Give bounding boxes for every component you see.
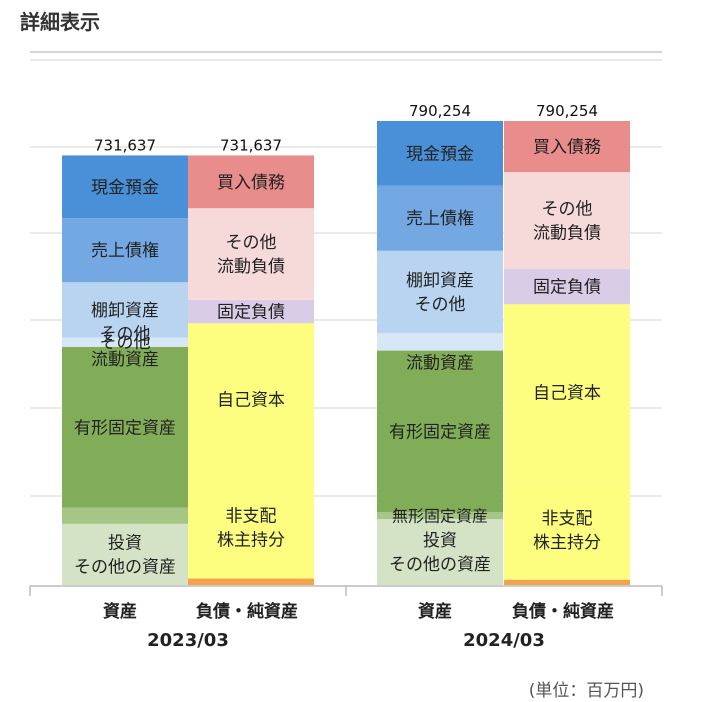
segment-label: 投資	[108, 533, 142, 553]
segment-label-other: その他	[100, 324, 151, 344]
bar-labels: 投資その他の資産有形固定資産その他棚卸資産売上債権現金預金731,637非支配株…	[74, 102, 601, 577]
bar-segment-other_current_assets	[62, 337, 188, 347]
bar-segment-equity	[188, 476, 314, 579]
bar-segment-cash	[62, 155, 188, 219]
segment-label: 現金預金	[406, 144, 474, 164]
bar-segment-inventory	[377, 250, 503, 333]
bar-segment-payables	[188, 155, 314, 209]
segment-label-current-assets: 流動資産	[406, 354, 474, 374]
x-label-liabilities: 負債・純資産	[512, 601, 614, 622]
bar-segment-intangible	[62, 507, 188, 524]
bar-segment-intangible	[377, 512, 503, 520]
segment-label: 棚卸資産	[91, 301, 159, 321]
bar-segment-fixed_liab	[188, 299, 314, 324]
segment-label: 有形固定資産	[389, 422, 491, 442]
segment-label: 売上債権	[91, 241, 159, 261]
segment-label: 流動負債	[217, 257, 285, 277]
bar-segment-payables	[504, 121, 630, 173]
bars	[62, 121, 630, 585]
segment-label: 有形固定資産	[74, 418, 176, 438]
unit-note: (単位：百万円)	[528, 681, 644, 701]
segment-label: その他の資産	[74, 557, 176, 577]
segment-label-current-assets: 流動資産	[91, 350, 159, 370]
bar-segment-minority	[188, 578, 314, 585]
segment-label: 株主持分	[217, 530, 285, 550]
segment-label: その他	[542, 200, 593, 220]
bar-segment-cash	[377, 121, 503, 186]
bar-segment-investments	[377, 519, 503, 585]
segment-label: 棚卸資産	[406, 271, 474, 291]
bar-segment-fixed_liab	[504, 268, 630, 305]
segment-label: その他	[100, 333, 151, 353]
segment-label: その他の資産	[389, 555, 491, 575]
bar-segment-investments	[62, 523, 188, 585]
x-label-assets: 資産	[103, 601, 137, 622]
x-axis: 資産 負債・純資産 2023/03 資産 負債・純資産 2024/03	[29, 585, 663, 651]
segment-label: 非支配	[542, 509, 593, 529]
segment-label: 売上債権	[406, 209, 474, 229]
segment-label: 投資	[423, 531, 457, 551]
bar-segment-tangible	[62, 346, 188, 508]
bar-segment-other_current_assets	[377, 332, 503, 351]
segment-label: 固定負債	[533, 278, 601, 298]
segment-label: 非支配	[226, 506, 277, 526]
bar-segment-other_current_liab	[188, 208, 314, 300]
bar-segment-equity	[188, 323, 314, 477]
segment-label: その他	[226, 233, 277, 253]
segment-label: 現金預金	[91, 178, 159, 198]
bar-segment-inventory	[62, 282, 188, 338]
total-label: 790,254	[409, 102, 471, 120]
segment-label: 固定負債	[217, 303, 285, 323]
x-label-liabilities: 負債・純資産	[196, 601, 298, 622]
segment-label-intangible: 無形固定資産	[392, 507, 488, 526]
segment-label: その他	[415, 295, 466, 315]
total-label: 731,637	[94, 136, 156, 154]
x-label-assets: 資産	[418, 601, 452, 622]
segment-label: 買入債務	[533, 138, 601, 158]
segment-label: 自己資本	[217, 391, 285, 411]
segment-label: 自己資本	[533, 383, 601, 403]
x-label-period: 2023/03	[147, 630, 229, 651]
bar-segment-equity	[504, 304, 630, 481]
bar-segment-receivables	[377, 185, 503, 251]
segment-label: 流動負債	[533, 224, 601, 244]
segment-label: 株主持分	[533, 533, 601, 553]
bar-segment-other_current_liab	[504, 172, 630, 269]
page-title: 詳細表示	[20, 10, 100, 34]
segment-label: 買入債務	[217, 173, 285, 193]
total-label: 790,254	[536, 102, 598, 120]
x-label-period: 2024/03	[463, 630, 545, 651]
total-label: 731,637	[220, 136, 282, 154]
bar-segment-equity	[504, 480, 630, 580]
bar-segment-receivables	[62, 218, 188, 283]
bar-segment-minority	[504, 579, 630, 585]
bar-segment-tangible	[377, 350, 503, 513]
